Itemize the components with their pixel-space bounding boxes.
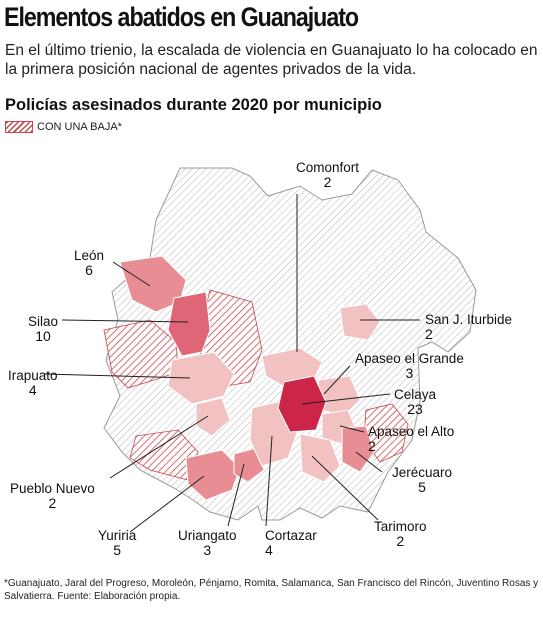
label-apaseo-el-grande: Apaseo el Grande 3	[355, 351, 464, 381]
leader-lines	[43, 194, 420, 533]
label-irapuato-name: Irapuato	[8, 368, 58, 383]
hatch-west	[103, 319, 179, 389]
label-celaya-name: Celaya	[394, 387, 437, 402]
guanajuato-map	[43, 167, 477, 533]
label-irapuato: Irapuato 4	[8, 368, 58, 398]
label-silao-name: Silao	[28, 314, 59, 329]
label-san-jose-iturbide-value: 2	[425, 326, 433, 342]
label-pueblo-nuevo: Pueblo Nuevo 2	[10, 481, 95, 511]
label-apaseo-el-alto-name: Apaseo el Alto	[368, 424, 455, 439]
page-title: Elementos abatidos en Guanajuato	[4, 2, 359, 32]
label-leon: León 6	[74, 248, 104, 278]
label-silao: Silao 10	[28, 314, 58, 344]
map-subtitle: Policías asesinados durante 2020 por mun…	[5, 96, 382, 114]
label-uriangato-name: Uriangato	[178, 528, 237, 543]
label-tarimoro-value: 2	[396, 533, 405, 549]
label-yuriria-value: 5	[113, 542, 122, 558]
region-tarimoro	[299, 433, 341, 483]
legend-label: CON UNA BAJA*	[37, 121, 122, 133]
label-jerecuaro-value: 5	[418, 479, 426, 495]
label-yuriria: Yuriria 5	[98, 528, 136, 558]
label-irapuato-value: 4	[28, 382, 37, 398]
label-jerecuaro-name: Jerécuaro	[392, 465, 453, 480]
label-leon-value: 6	[85, 262, 93, 278]
label-tarimoro: Tarimoro 2	[374, 519, 427, 549]
label-yuriria-name: Yuriria	[98, 528, 137, 543]
region-jerecuaro	[341, 425, 375, 473]
label-san-jose-iturbide-name: San J. Iturbide	[425, 312, 513, 327]
label-cortazar-value: 4	[265, 542, 273, 558]
label-cortazar: Cortazar 4	[265, 528, 317, 558]
lede: En el último trienio, la escalada de vio…	[5, 42, 538, 78]
label-leon-name: León	[74, 248, 105, 263]
label-san-jose-iturbide: San J. Iturbide 2	[425, 312, 512, 342]
legend-hatch-swatch	[5, 121, 33, 133]
label-apaseo-el-grande-value: 3	[405, 365, 414, 381]
region-san-jose-iturbide	[339, 303, 381, 341]
label-silao-value: 10	[35, 328, 51, 344]
label-celaya-value: 23	[407, 401, 423, 417]
legend: CON UNA BAJA*	[5, 120, 122, 134]
label-comonfort-name: Comonfort	[296, 160, 360, 175]
label-comonfort: Comonfort 2	[296, 160, 359, 190]
footnote: *Guanajuato, Jaral del Progreso, Moroleó…	[4, 578, 539, 602]
label-apaseo-el-alto: Apaseo el Alto 2	[368, 424, 454, 454]
label-uriangato: Uriangato 3	[178, 528, 237, 558]
label-cortazar-name: Cortazar	[265, 528, 317, 543]
label-tarimoro-name: Tarimoro	[374, 519, 427, 534]
label-apaseo-el-alto-value: 2	[368, 438, 376, 454]
region-silao	[167, 291, 211, 357]
region-pueblo-nuevo	[195, 397, 231, 437]
label-celaya: Celaya 23	[394, 387, 436, 417]
label-jerecuaro: Jerécuaro 5	[392, 465, 452, 495]
label-comonfort-value: 2	[323, 174, 332, 190]
label-apaseo-el-grande-name: Apaseo el Grande	[355, 351, 464, 366]
label-pueblo-nuevo-name: Pueblo Nuevo	[10, 481, 95, 496]
region-irapuato	[167, 351, 235, 405]
label-uriangato-value: 3	[203, 542, 212, 558]
label-pueblo-nuevo-value: 2	[48, 495, 57, 511]
region-yuriria	[185, 449, 241, 501]
